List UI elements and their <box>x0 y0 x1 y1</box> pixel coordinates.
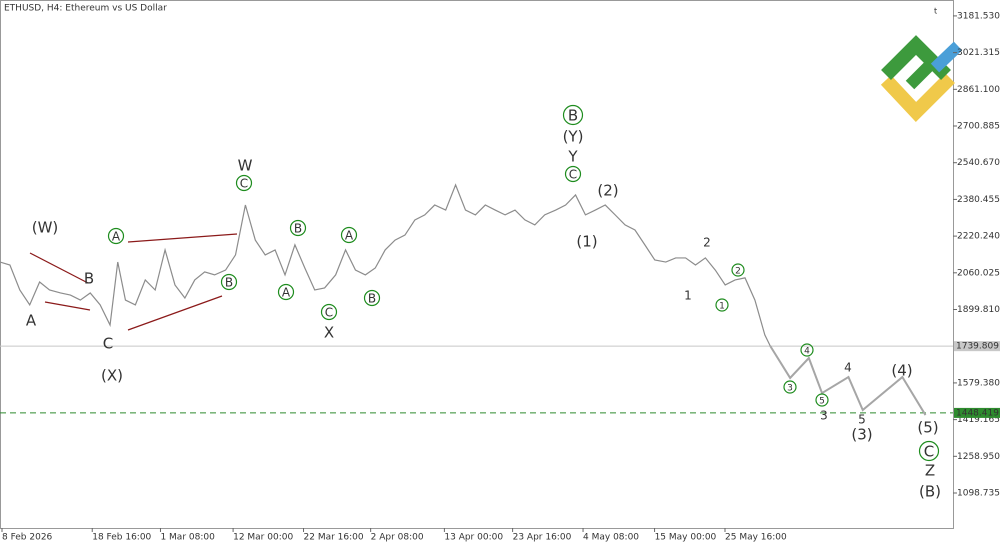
wave-label: 2 <box>735 267 741 277</box>
wave-circle <box>220 273 238 291</box>
wave-circle <box>800 343 814 357</box>
y-tick-label: 1258.950 <box>957 452 1000 462</box>
logo <box>880 35 963 123</box>
wave-label: B <box>368 292 376 306</box>
logo-part <box>905 60 935 90</box>
x-tick-label: 12 Mar 00:00 <box>233 533 293 543</box>
wave-label: 1 <box>719 302 725 312</box>
price-line <box>769 345 927 416</box>
y-tick-label: 2700.885 <box>957 122 1000 132</box>
wave-label: B <box>568 107 578 125</box>
level-label: 1448.419 <box>956 408 999 418</box>
x-tick-label: 2 Apr 08:00 <box>371 533 424 543</box>
wave-circle <box>340 226 358 244</box>
wave-label: A <box>282 286 291 300</box>
wave-label: B <box>225 276 233 290</box>
wave-label: W <box>238 157 253 175</box>
x-tick-label: 8 Feb 2026 <box>2 533 53 543</box>
wave-label: (4) <box>891 362 912 380</box>
wave-circle <box>289 219 307 237</box>
wave-label: B <box>84 270 94 288</box>
wave-label: 2 <box>703 236 711 250</box>
y-tick-label: 1419.165 <box>957 415 1000 425</box>
wave-label: (W) <box>32 219 59 237</box>
trade-icon[interactable]: t <box>934 7 937 16</box>
y-tick-label: 3021.315 <box>957 48 1000 58</box>
y-tick-label: 3181.530 <box>957 11 1000 21</box>
wave-label: C <box>569 168 577 182</box>
y-tick-label: 2861.100 <box>957 85 1000 95</box>
x-tick-label: 22 Mar 16:00 <box>304 533 364 543</box>
y-tick-label: 1899.810 <box>957 305 1000 315</box>
x-tick-label: 23 Apr 16:00 <box>513 533 572 543</box>
y-tick-label: 2220.240 <box>957 232 1000 242</box>
wave-label: A <box>112 230 121 244</box>
x-tick-label: 15 May 00:00 <box>655 533 717 543</box>
wave-label: (Y) <box>563 128 584 146</box>
x-tick-label: 25 May 16:00 <box>725 533 787 543</box>
wave-circle <box>918 440 940 462</box>
wave-circle <box>562 104 584 126</box>
x-tick-label: 1 Mar 08:00 <box>160 533 215 543</box>
wave-label: X <box>324 324 334 342</box>
wave-label: 5 <box>819 397 825 407</box>
wave-circle <box>715 298 729 312</box>
y-tick-label: 2540.670 <box>957 158 1000 168</box>
price-line <box>0 183 771 347</box>
wave-circle <box>320 303 338 321</box>
wave-label: (3) <box>851 426 872 444</box>
wave-label: C <box>325 306 333 320</box>
wave-circle <box>731 263 745 277</box>
wave-label: (2) <box>597 182 618 200</box>
wave-circle <box>235 174 253 192</box>
trend-line <box>44 301 91 311</box>
wave-label: (B) <box>919 483 941 501</box>
wave-label: 3 <box>820 409 828 423</box>
current-price-box <box>954 341 1000 352</box>
wave-label: C <box>240 177 248 191</box>
chart-title: ETHUSD, H4: Ethereum vs US Dollar <box>4 4 167 14</box>
wave-circle <box>783 380 797 394</box>
level-box <box>954 407 1000 418</box>
wave-label: A <box>26 312 37 330</box>
plot-frame <box>0 0 954 529</box>
logo-part <box>880 73 955 123</box>
wave-circle <box>363 289 381 307</box>
wave-label: C <box>103 335 113 353</box>
wave-circle <box>815 393 829 407</box>
y-tick-label: 1579.380 <box>957 378 1000 388</box>
wave-label: Z <box>925 462 935 480</box>
trend-line <box>127 233 238 243</box>
wave-label: 4 <box>844 361 852 375</box>
y-tick-label: 2060.025 <box>957 268 1000 278</box>
logo-part <box>930 41 963 73</box>
wave-label: 3 <box>787 384 793 394</box>
trend-lines <box>29 233 238 331</box>
wave-label: (X) <box>101 367 123 385</box>
wave-label: 4 <box>804 347 810 357</box>
y-tick-label: 2380.455 <box>957 195 1000 205</box>
wave-label: B <box>294 222 302 236</box>
wave-circle <box>564 165 582 183</box>
x-tick-label: 4 May 08:00 <box>583 533 639 543</box>
wave-label: A <box>345 229 354 243</box>
trend-line <box>127 295 223 331</box>
wave-circle <box>277 283 295 301</box>
wave-label: 1 <box>684 289 692 303</box>
wave-label: Y <box>567 148 578 166</box>
x-tick-label: 18 Feb 16:00 <box>92 533 151 543</box>
wave-label: (5) <box>917 419 938 437</box>
trend-line <box>29 252 89 284</box>
wave-label: C <box>924 443 934 461</box>
current-price-label: 1739.809 <box>956 342 999 352</box>
wave-label: 5 <box>858 413 866 427</box>
y-tick-label: 1098.735 <box>957 489 1000 499</box>
wave-label: (1) <box>576 233 597 251</box>
wave-circle <box>107 227 125 245</box>
x-tick-label: 13 Apr 00:00 <box>444 533 503 543</box>
